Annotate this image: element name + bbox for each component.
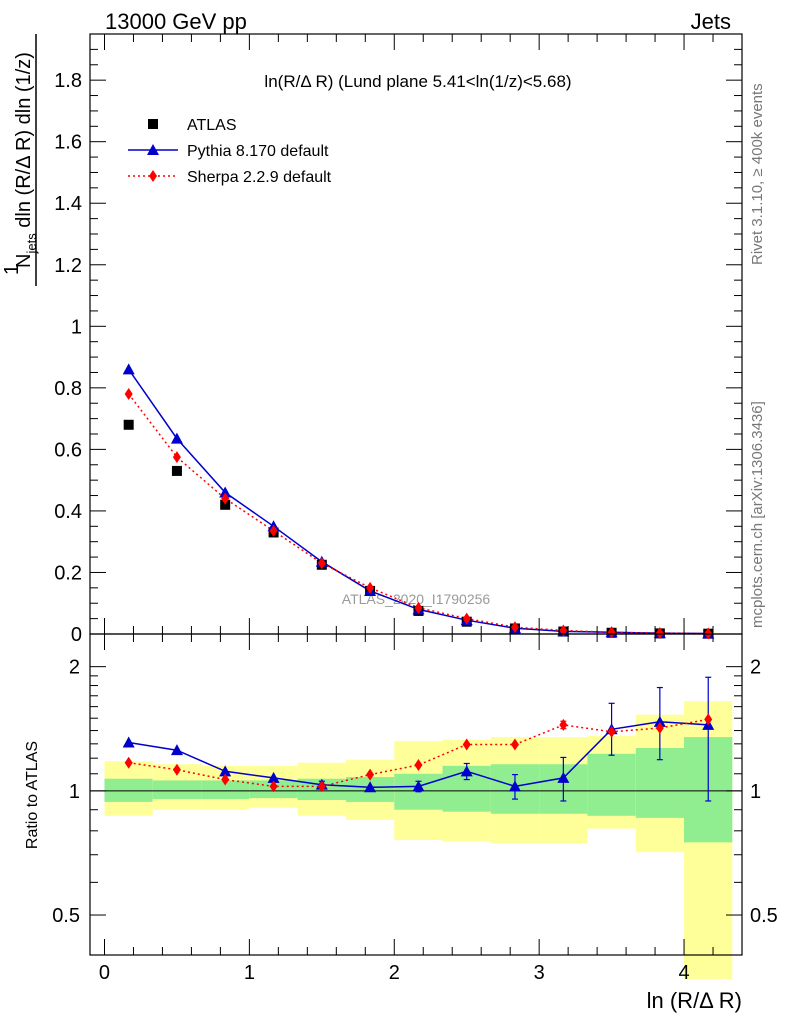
ratio-point-sherpa — [124, 756, 133, 769]
x-tick-label: 3 — [534, 962, 545, 984]
ratio-point-pythia — [460, 765, 473, 777]
mcplots-label: mcplots.cern.ch [arXiv:1306.3436] — [749, 401, 766, 628]
ratio-point-pythia — [122, 736, 135, 748]
main-point-sherpa — [124, 388, 133, 400]
main-point-atlas — [171, 465, 182, 476]
ratio-point-pythia — [653, 715, 666, 727]
main-y-axis-label: Njets dln (R/Δ R) dln (1/z) — [13, 52, 39, 268]
ratio-point-sherpa — [414, 759, 423, 772]
ratio-uncertainty-bands — [90, 701, 742, 979]
ratio-point-sherpa — [172, 763, 181, 776]
ratio-y-axis-label: Ratio to ATLAS — [24, 741, 41, 849]
x-tick-label: 1 — [244, 962, 255, 984]
main-point-sherpa — [510, 621, 519, 634]
svg-text:Njets dln (R/Δ R) dln (1/z): Njets dln (R/Δ R) dln (1/z) — [13, 52, 39, 268]
x-tick-label: 2 — [389, 962, 400, 984]
main-point-sherpa — [414, 601, 423, 614]
ratio-stat-band — [201, 780, 250, 800]
main-point-pythia — [170, 432, 183, 444]
legend-marker-atlas — [148, 119, 158, 129]
main-y-tick-label: 0.8 — [54, 378, 82, 400]
main-y-axis-label-prefix: 1 — [1, 264, 23, 275]
main-point-sherpa — [607, 626, 616, 639]
ratio-stat-band — [104, 778, 153, 802]
ratio-point-sherpa — [366, 768, 375, 781]
ratio-point-sherpa — [655, 722, 664, 735]
main-point-sherpa — [462, 612, 471, 625]
ratio-stat-band — [152, 780, 202, 800]
ratio-point-sherpa — [559, 718, 568, 731]
ratio-point-sherpa — [221, 773, 230, 786]
main-point-sherpa — [655, 627, 664, 640]
main-y-tick-label: 1.2 — [54, 255, 82, 277]
main-point-atlas — [123, 419, 134, 430]
ratio-y-tick-label-right: 2 — [750, 657, 761, 679]
ratio-y-tick-label: 0.5 — [52, 905, 80, 927]
ratio-point-pythia — [508, 780, 521, 792]
x-tick-label: 0 — [99, 962, 110, 984]
main-y-tick-label: 0.4 — [54, 501, 82, 523]
ratio-stat-band — [587, 753, 636, 816]
ratio-point-pythia — [364, 781, 377, 793]
ratio-point-sherpa — [462, 738, 471, 751]
ratio-point-pythia — [170, 744, 183, 756]
legend: ATLAS Pythia 8.170 default Sherpa 2.2.9 de… — [128, 117, 332, 186]
main-y-tick-label: 1 — [71, 316, 82, 338]
legend-marker-pythia — [147, 144, 159, 155]
rivet-version-label: Rivet 3.1.10, ≥ 400k events — [749, 83, 766, 265]
main-y-tick-label: 1.8 — [54, 70, 82, 92]
main-series-group — [122, 363, 715, 640]
ratio-point-pythia — [412, 780, 425, 792]
legend-label-sherpa: Sherpa 2.2.9 default — [187, 169, 332, 186]
main-point-pythia — [122, 363, 135, 375]
main-point-sherpa — [317, 557, 326, 570]
main-plot-title: ln(R/Δ R) (Lund plane 5.41<ln(1/z)<5.68) — [264, 72, 571, 91]
x-tick-label: 4 — [678, 962, 689, 984]
ratio-series-group — [122, 676, 715, 802]
ratio-point-pythia — [557, 771, 570, 783]
main-y-tick-label: 0.6 — [54, 439, 82, 461]
ratio-point-sherpa — [269, 780, 278, 793]
main-y-tick-label: 1.6 — [54, 132, 82, 154]
ratio-point-sherpa — [704, 713, 713, 726]
main-y-tick-label: 1.4 — [54, 193, 82, 215]
ratio-y-tick-label: 1 — [69, 781, 80, 803]
main-y-tick-label: 0 — [71, 624, 82, 646]
main-point-sherpa — [221, 492, 230, 505]
main-point-atlas — [220, 499, 231, 510]
legend-label-atlas: ATLAS — [187, 117, 237, 134]
ratio-y-tick-label: 2 — [69, 657, 80, 679]
legend-marker-sherpa — [149, 170, 157, 182]
ratio-y-tick-label-right: 1 — [750, 781, 761, 803]
ratio-point-sherpa — [607, 725, 616, 738]
legend-label-pythia: Pythia 8.170 default — [187, 143, 329, 160]
ratio-point-pythia — [219, 765, 232, 777]
ratio-point-sherpa — [317, 780, 326, 793]
axes-group: 0 0.2 0.4 0.6 0.8 1 1.2 1.4 1.6 1.8 0 1 2 3 4 0.5 0.5 1 1 2… — [35, 33, 778, 984]
main-point-sherpa — [366, 581, 375, 594]
energy-label: 13000 GeV pp — [105, 9, 247, 34]
process-label: Jets — [691, 9, 731, 34]
ratio-y-tick-label-right: 0.5 — [750, 905, 778, 927]
x-axis-label: ln (R/Δ R) — [647, 988, 742, 1013]
analysis-watermark: ATLAS_2020_I1790256 — [342, 591, 491, 607]
ratio-point-sherpa — [510, 738, 519, 751]
main-y-tick-label: 0.2 — [54, 562, 82, 584]
ratio-plot-frame — [89, 633, 743, 956]
ratio-point-pythia — [267, 771, 280, 783]
main-point-sherpa — [172, 451, 181, 464]
main-point-sherpa — [269, 524, 278, 537]
main-point-pythia — [219, 486, 232, 498]
